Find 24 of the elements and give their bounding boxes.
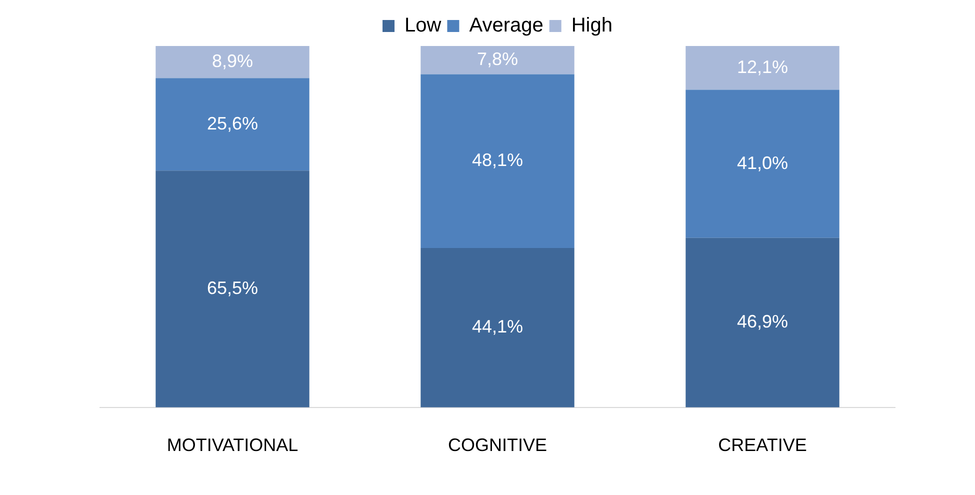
- data-label: 12,1%: [736, 56, 788, 77]
- bar: [156, 46, 310, 78]
- legend-label: Low: [404, 14, 442, 37]
- legend-label: Average: [469, 14, 544, 37]
- bar: [420, 248, 574, 408]
- bar: [156, 78, 310, 171]
- bar: [156, 170, 310, 408]
- x-tick-label: MOTIVATIONAL: [166, 435, 298, 456]
- data-label: 25,6%: [206, 113, 258, 134]
- legend-label: High: [571, 14, 612, 37]
- data-label: 46,9%: [736, 312, 788, 332]
- data-label: 41,0%: [736, 152, 788, 173]
- x-tick-label: CREATIVE: [718, 435, 807, 456]
- data-label: 7,8%: [476, 49, 518, 70]
- bar: [686, 46, 840, 90]
- bar: [420, 74, 574, 248]
- bar: [686, 90, 840, 238]
- data-label: 8,9%: [212, 51, 254, 72]
- x-tick-label: COGNITIVE: [448, 435, 548, 456]
- data-label: 44,1%: [472, 316, 524, 337]
- bar: [686, 238, 840, 408]
- data-label: 48,1%: [472, 150, 524, 170]
- data-label: 65,5%: [206, 278, 258, 298]
- bar: [420, 46, 574, 74]
